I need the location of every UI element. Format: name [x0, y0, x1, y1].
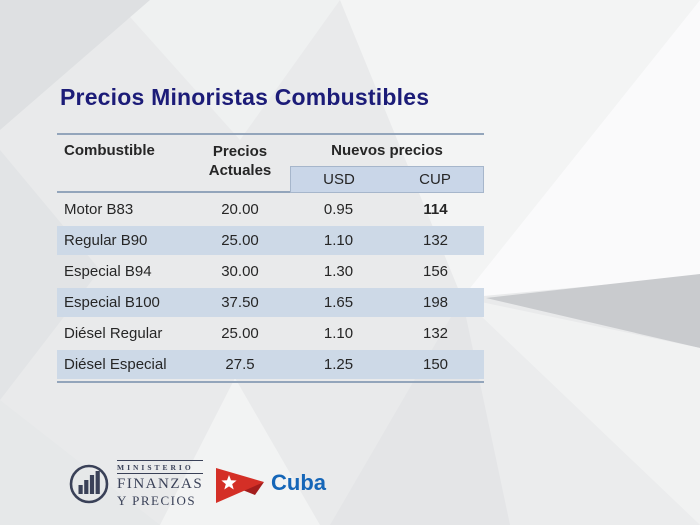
column-header-current-line1: Precios	[212, 143, 268, 160]
cell-fuel: Motor B83	[64, 201, 134, 218]
cell-fuel: Diésel Regular	[64, 325, 163, 342]
cell-current-price: 25.00	[221, 232, 259, 249]
cell-current-price: 37.50	[221, 294, 259, 311]
cuba-logo-label: Cuba	[271, 470, 326, 495]
cell-cup-price: 150	[422, 356, 449, 373]
cell-cup-price: 132	[422, 232, 449, 249]
column-header-new-prices: Nuevos precios	[331, 142, 443, 159]
cuba-flag-icon	[216, 468, 264, 503]
cell-current-price: 27.5	[225, 356, 255, 373]
cell-cup-price: 156	[422, 263, 449, 280]
cell-cup-price: 198	[422, 294, 449, 311]
page-title: Precios Minoristas Combustibles	[60, 84, 430, 110]
ministry-logo-line1: MINISTERIO	[117, 463, 194, 472]
cell-fuel: Diésel Especial	[64, 356, 167, 373]
cell-usd-price: 1.65	[323, 294, 354, 311]
cell-current-price: 25.00	[221, 325, 259, 342]
cell-usd-price: 0.95	[323, 201, 354, 218]
cell-usd-price: 1.30	[323, 263, 354, 280]
table-header-left: Combustible Precios Actuales	[57, 135, 290, 193]
ministry-barchart-icon	[69, 464, 109, 504]
column-header-usd: USD	[323, 171, 355, 188]
ministry-logo-rule-top	[117, 460, 204, 461]
table-row: Especial B94 30.00 1.30 156	[57, 257, 484, 286]
subheader-currency-row: USD CUP	[290, 166, 484, 193]
table-row: Diésel Especial 27.5 1.25 150	[57, 350, 484, 379]
cell-usd-price: 1.25	[323, 356, 354, 373]
column-header-cup: CUP	[419, 171, 451, 188]
table-header: Combustible Precios Actuales Nuevos prec…	[57, 133, 484, 193]
cuba-logo: Cuba	[214, 461, 326, 505]
cell-usd-price: 1.10	[323, 325, 354, 342]
column-header-current-prices: Precios Actuales	[190, 135, 290, 191]
ministry-logo-line2: FINANZAS	[117, 476, 204, 492]
column-header-fuel: Combustible	[64, 142, 155, 159]
table-header-right: Nuevos precios USD CUP	[290, 135, 484, 193]
cell-current-price: 20.00	[221, 201, 259, 218]
table-row: Motor B83 20.00 0.95 114	[57, 195, 484, 224]
cell-cup-price: 114	[423, 201, 448, 218]
cell-fuel: Regular B90	[64, 232, 148, 249]
ministry-logo-line3: Y PRECIOS	[117, 493, 197, 508]
ministry-logo-rule-middle	[117, 473, 204, 474]
column-header-current-line2: Actuales	[208, 162, 272, 179]
prices-table: Combustible Precios Actuales Nuevos prec…	[57, 133, 484, 383]
table-row: Especial B100 37.50 1.65 198	[57, 288, 484, 317]
cell-current-price: 30.00	[221, 263, 259, 280]
cell-fuel: Especial B94	[64, 263, 152, 280]
table-row: Regular B90 25.00 1.10 132	[57, 226, 484, 255]
cell-cup-price: 132	[422, 325, 449, 342]
ministry-logo: MINISTERIO FINANZAS Y PRECIOS	[68, 459, 204, 509]
table-body: Motor B83 20.00 0.95 114 Regular B90 25.…	[57, 195, 484, 383]
ministry-logo-text: MINISTERIO FINANZAS Y PRECIOS	[117, 459, 204, 509]
cell-usd-price: 1.10	[323, 232, 354, 249]
table-row: Diésel Regular 25.00 1.10 132	[57, 319, 484, 348]
cell-fuel: Especial B100	[64, 294, 160, 311]
table-bottom-rule	[57, 381, 484, 383]
